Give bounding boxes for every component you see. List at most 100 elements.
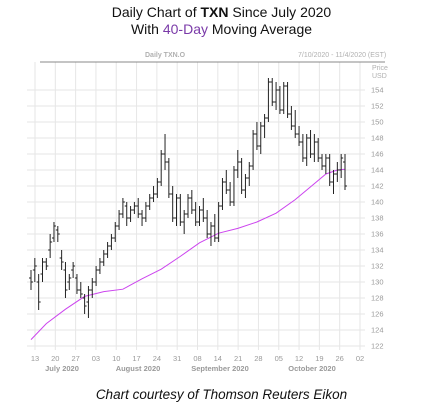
ohlc-bar	[166, 158, 171, 198]
currency-label: USD	[372, 73, 387, 80]
ohlc-bar	[224, 170, 229, 194]
x-tick-label: 14	[214, 354, 222, 363]
x-tick-label: 24	[153, 354, 161, 363]
ohlc-bar	[320, 154, 325, 170]
y-tick-label: 152	[371, 102, 384, 111]
ohlc-bar	[120, 198, 125, 218]
ohlc-bar	[201, 198, 206, 222]
ohlc-bar	[132, 202, 137, 214]
month-label: August 2020	[116, 364, 161, 373]
ohlc-bar	[270, 78, 275, 106]
ohlc-bar	[94, 266, 99, 286]
y-tick-label: 126	[371, 310, 384, 319]
subtitle-prefix: With	[130, 21, 163, 37]
ohlc-bar	[205, 210, 210, 238]
ohlc-bar	[323, 154, 328, 174]
ohlc-bar	[327, 154, 332, 186]
y-tick-label: 154	[371, 86, 384, 95]
ohlc-bar	[36, 274, 41, 310]
title-line-1: Daily Chart of TXN Since July 2020	[0, 4, 443, 21]
ohlc-bar	[59, 250, 64, 270]
x-tick-label: 26	[336, 354, 344, 363]
ohlc-bar	[82, 294, 87, 314]
y-tick-label: 122	[371, 342, 384, 351]
y-tick-label: 142	[371, 182, 384, 191]
x-tick-label: 03	[92, 354, 100, 363]
ohlc-bar	[308, 130, 313, 158]
ohlc-bar	[51, 222, 56, 242]
month-label: October 2020	[288, 364, 336, 373]
ohlc-bar	[247, 162, 252, 186]
y-tick-label: 144	[371, 166, 384, 175]
chart-title: Daily Chart of TXN Since July 2020 With …	[0, 4, 443, 38]
ohlc-bar	[128, 206, 133, 222]
ohlc-bar	[86, 286, 91, 318]
ohlc-bar	[235, 150, 240, 178]
ohlc-bar	[220, 178, 225, 210]
ohlc-bar	[208, 222, 213, 246]
ohlc-bar	[254, 122, 259, 150]
ohlc-bar	[124, 202, 129, 226]
chart-caption: Chart courtesy of Thomson Reuters Eikon	[95, 387, 348, 402]
month-label: September 2020	[191, 364, 249, 373]
x-tick-label: 31	[173, 354, 181, 363]
ohlc-bar	[197, 206, 202, 226]
ohlc-bar	[178, 194, 183, 226]
y-tick-label: 124	[371, 326, 384, 335]
date-range: 7/10/2020 - 11/4/2020 (EST)	[298, 52, 386, 59]
ohlc-bar	[48, 234, 53, 258]
y-tick-label: 132	[371, 262, 384, 271]
chart-label: Daily TXN.O	[145, 52, 186, 59]
ohlc-bar	[159, 150, 164, 186]
ohlc-bar	[251, 130, 256, 170]
ohlc-bar	[109, 234, 114, 250]
ohlc-bar	[71, 262, 76, 278]
x-tick-label: 12	[295, 354, 303, 363]
y-axis-ticks: 122 124 126 128 130 132 134 136 138 140 142 144 146 1…	[371, 86, 384, 351]
ohlc-bar	[155, 178, 160, 198]
title-prefix: Daily Chart of	[111, 4, 201, 20]
y-tick-label: 134	[371, 246, 384, 255]
month-label: July 2020	[45, 364, 79, 373]
ohlc-bar	[163, 134, 168, 170]
ohlc-bar	[212, 214, 217, 242]
price-chart: Daily TXN.O 7/10/2020 - 11/4/2020 (EST) …	[27, 52, 388, 373]
ohlc-bar	[90, 278, 95, 298]
ohlc-bars	[29, 78, 347, 318]
x-tick-label: 27	[71, 354, 79, 363]
price-label: Price	[372, 65, 388, 72]
ohlc-bar	[297, 126, 302, 146]
y-tick-label: 138	[371, 214, 384, 223]
ohlc-bar	[55, 226, 60, 242]
ohlc-bar	[343, 154, 347, 190]
x-tick-label: 28	[254, 354, 262, 363]
y-tick-label: 148	[371, 134, 384, 143]
ohlc-bar	[243, 174, 248, 198]
ohlc-bar	[117, 210, 122, 230]
ohlc-bar	[29, 270, 33, 290]
ohlc-bar	[293, 110, 298, 138]
x-tick-label: 17	[132, 354, 140, 363]
subtitle-highlight: 40-Day	[162, 21, 208, 37]
ohlc-bar	[335, 162, 340, 182]
ohlc-bar	[67, 274, 72, 290]
x-tick-label: 10	[112, 354, 120, 363]
ohlc-bar	[136, 198, 141, 218]
title-suffix: Since July 2020	[228, 4, 332, 20]
ohlc-bar	[32, 258, 37, 282]
ohlc-bar	[174, 194, 179, 226]
ohlc-bar	[143, 202, 148, 222]
x-tick-label: 08	[193, 354, 201, 363]
title-ticker: TXN	[200, 4, 229, 20]
ohlc-bar	[281, 82, 286, 114]
ohlc-bar	[105, 242, 110, 258]
y-tick-label: 140	[371, 198, 384, 207]
ohlc-bar	[140, 210, 145, 226]
ohlc-bar	[289, 106, 294, 130]
ohlc-bar	[300, 134, 305, 162]
ohlc-bar	[44, 258, 49, 270]
y-tick-label: 130	[371, 278, 384, 287]
x-axis-ticks: 13 20 27 03 10 17 24 31 08 14 21 28 05 12 19 26 02	[31, 354, 364, 363]
ohlc-bar	[228, 182, 233, 206]
ohlc-bar	[189, 190, 194, 214]
